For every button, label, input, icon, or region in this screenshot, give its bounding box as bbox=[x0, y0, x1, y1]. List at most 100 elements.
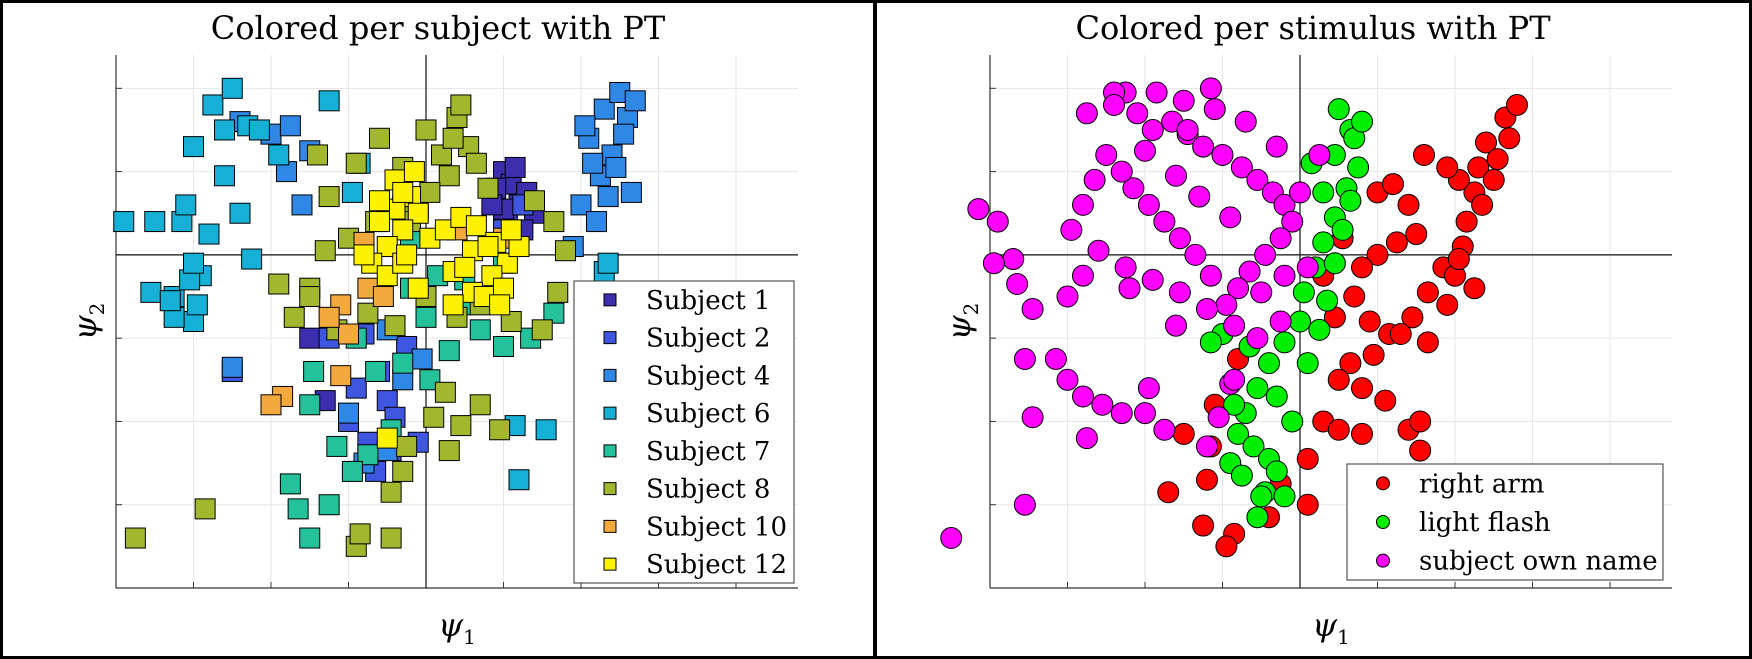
point-subject-4 bbox=[624, 90, 646, 112]
point-subject-own-name bbox=[1087, 239, 1110, 262]
point-subject-own-name bbox=[1153, 210, 1176, 233]
point-subject-own-name bbox=[1056, 285, 1079, 308]
point-light-flash bbox=[1331, 218, 1354, 241]
point-subject-6 bbox=[198, 223, 220, 245]
point-subject-own-name bbox=[1134, 139, 1156, 162]
legend: right arm light flash subject own name bbox=[1346, 463, 1664, 581]
point-right-arm bbox=[1351, 422, 1373, 445]
point-light-flash bbox=[1227, 422, 1249, 445]
point-light-flash bbox=[1230, 464, 1253, 487]
chart-title: Colored per stimulus with PT bbox=[1075, 9, 1551, 47]
point-subject-12 bbox=[465, 215, 487, 237]
point-subject-6 bbox=[214, 119, 235, 141]
point-light-flash bbox=[1250, 485, 1273, 508]
x-axis-label: ψ1 bbox=[438, 606, 476, 649]
point-right-arm bbox=[1482, 168, 1505, 191]
point-subject-4 bbox=[279, 115, 301, 137]
point-right-arm bbox=[1327, 368, 1350, 391]
point-subject-10 bbox=[338, 323, 359, 345]
point-subject-6 bbox=[175, 194, 197, 216]
point-subject-own-name bbox=[1103, 93, 1125, 116]
point-right-arm bbox=[1506, 93, 1528, 116]
point-subject-own-name bbox=[1072, 385, 1094, 408]
point-subject-6 bbox=[144, 211, 166, 233]
point-subject-8 bbox=[442, 127, 464, 149]
point-subject-6 bbox=[241, 248, 263, 270]
point-subject-7 bbox=[392, 352, 414, 374]
point-light-flash bbox=[1246, 506, 1269, 529]
point-subject-8 bbox=[450, 94, 472, 116]
point-subject-6 bbox=[221, 77, 243, 99]
point-right-arm bbox=[1436, 293, 1459, 316]
point-subject-7 bbox=[303, 360, 325, 382]
point-subject-own-name bbox=[1083, 168, 1106, 191]
point-subject-own-name bbox=[1273, 264, 1296, 287]
point-subject-8 bbox=[268, 273, 290, 295]
point-light-flash bbox=[1273, 485, 1296, 508]
point-subject-own-name bbox=[1211, 143, 1234, 166]
point-light-flash bbox=[1323, 252, 1346, 275]
point-subject-6 bbox=[268, 144, 290, 166]
point-subject-own-name bbox=[1095, 143, 1118, 166]
point-right-arm bbox=[1447, 248, 1470, 271]
data-points bbox=[940, 77, 1528, 558]
point-light-flash bbox=[1347, 156, 1370, 179]
point-subject-own-name bbox=[986, 210, 1009, 233]
point-subject-6 bbox=[597, 252, 619, 274]
point-subject-6 bbox=[508, 469, 530, 491]
point-right-arm bbox=[1405, 223, 1428, 246]
point-subject-8 bbox=[307, 144, 328, 166]
legend-marker bbox=[603, 406, 617, 420]
scatter-plot-subjects: ψ1 ψ2 Subject 1 Subject 2 Subject 4 Subject 6… bbox=[66, 55, 798, 649]
point-subject-own-name bbox=[1250, 281, 1273, 304]
point-subject-own-name bbox=[1238, 260, 1261, 283]
point-subject-own-name bbox=[1184, 243, 1207, 266]
point-light-flash bbox=[1273, 331, 1296, 354]
point-subject-6 bbox=[140, 281, 162, 303]
point-right-arm bbox=[1436, 156, 1459, 179]
point-subject-4 bbox=[582, 152, 604, 174]
point-subject-10 bbox=[260, 394, 282, 416]
point-subject-6 bbox=[183, 136, 204, 158]
point-right-arm bbox=[1385, 231, 1408, 254]
point-light-flash bbox=[1246, 377, 1269, 400]
point-subject-6 bbox=[341, 181, 363, 203]
point-subject-4 bbox=[593, 98, 615, 120]
point-subject-4 bbox=[291, 194, 313, 216]
point-subject-7 bbox=[326, 435, 348, 457]
point-subject-10 bbox=[372, 286, 394, 308]
y-axis-label-subscript: 2 bbox=[959, 303, 983, 316]
legend-marker bbox=[1376, 553, 1390, 568]
point-light-flash bbox=[1312, 181, 1335, 204]
point-subject-8 bbox=[434, 381, 456, 403]
point-subject-own-name bbox=[982, 252, 1005, 275]
point-light-flash bbox=[1308, 318, 1331, 341]
legend-marker bbox=[603, 293, 617, 307]
point-light-flash bbox=[1265, 460, 1288, 483]
point-right-arm bbox=[1196, 468, 1218, 491]
point-right-arm bbox=[1327, 418, 1350, 441]
point-subject-own-name bbox=[1246, 327, 1269, 350]
point-subject-12 bbox=[392, 219, 414, 241]
point-subject-6 bbox=[113, 211, 135, 233]
legend-marker bbox=[603, 557, 617, 571]
point-subject-own-name bbox=[1265, 135, 1288, 158]
point-subject-7 bbox=[493, 335, 514, 357]
point-subject-10 bbox=[318, 306, 340, 328]
point-subject-6 bbox=[229, 202, 251, 224]
chart-title: Colored per subject with PT bbox=[210, 9, 666, 47]
point-subject-12 bbox=[454, 256, 476, 278]
point-subject-7 bbox=[287, 498, 309, 520]
point-subject-6 bbox=[318, 90, 340, 112]
point-subject-own-name bbox=[1075, 102, 1098, 125]
point-subject-own-name bbox=[1021, 298, 1044, 321]
point-subject-own-name bbox=[1153, 418, 1176, 441]
point-subject-6 bbox=[183, 252, 204, 274]
point-subject-own-name bbox=[1234, 110, 1257, 133]
point-subject-8 bbox=[477, 177, 499, 199]
legend-marker bbox=[603, 368, 617, 382]
point-subject-8 bbox=[500, 311, 522, 332]
point-subject-own-name bbox=[1137, 193, 1160, 216]
point-subject-8 bbox=[392, 460, 414, 482]
point-subject-own-name bbox=[1192, 135, 1215, 158]
